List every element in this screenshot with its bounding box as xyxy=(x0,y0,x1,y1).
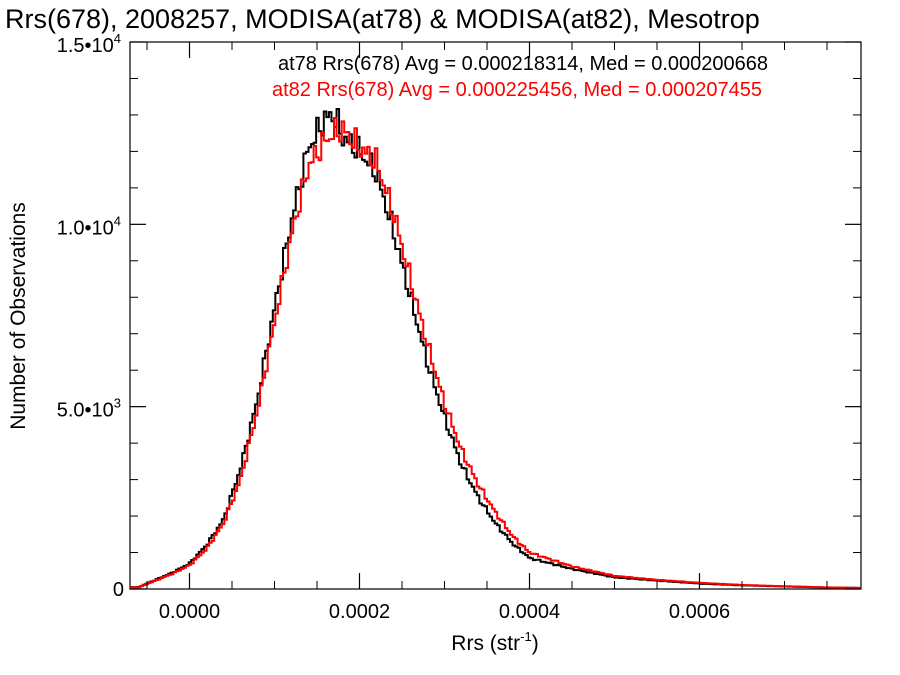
x-tick-label: 0.0004 xyxy=(499,601,560,623)
series-line-at82 xyxy=(130,117,861,589)
y-axis-label: Number of Observations xyxy=(7,202,30,430)
series-line-at78 xyxy=(130,107,861,589)
tick-marks xyxy=(130,41,861,590)
annotation-at82: at82 Rrs(678) Avg = 0.000225456, Med = 0… xyxy=(272,79,762,101)
plot-area xyxy=(129,41,862,590)
chart-title: Rrs(678), 2008257, MODISA(at78) & MODISA… xyxy=(5,4,760,34)
x-axis-label-sup: -1 xyxy=(520,629,532,644)
y-tick-label: 5.0•103 xyxy=(57,396,121,422)
x-tick-label: 0.0002 xyxy=(329,601,390,623)
x-axis-label-main: Rrs (str xyxy=(451,632,520,655)
x-tick-labels: 0.0000 0.0002 0.0004 0.0006 xyxy=(159,601,730,623)
x-tick-label: 0.0006 xyxy=(669,601,730,623)
y-tick-label: 1.5•104 xyxy=(57,31,121,57)
annotation-at78: at78 Rrs(678) Avg = 0.000218314, Med = 0… xyxy=(278,53,768,75)
y-tick-label: 0 xyxy=(113,579,124,601)
x-tick-label: 0.0000 xyxy=(159,601,220,623)
x-axis-label-suffix: ) xyxy=(532,632,539,655)
plot-frame xyxy=(129,41,862,590)
y-tick-labels: 0 5.0•103 1.0•104 1.5•104 xyxy=(57,31,124,601)
y-tick-label: 1.0•104 xyxy=(57,213,121,239)
x-axis-label: Rrs (str-1) xyxy=(451,629,538,655)
series-layer xyxy=(130,107,861,589)
